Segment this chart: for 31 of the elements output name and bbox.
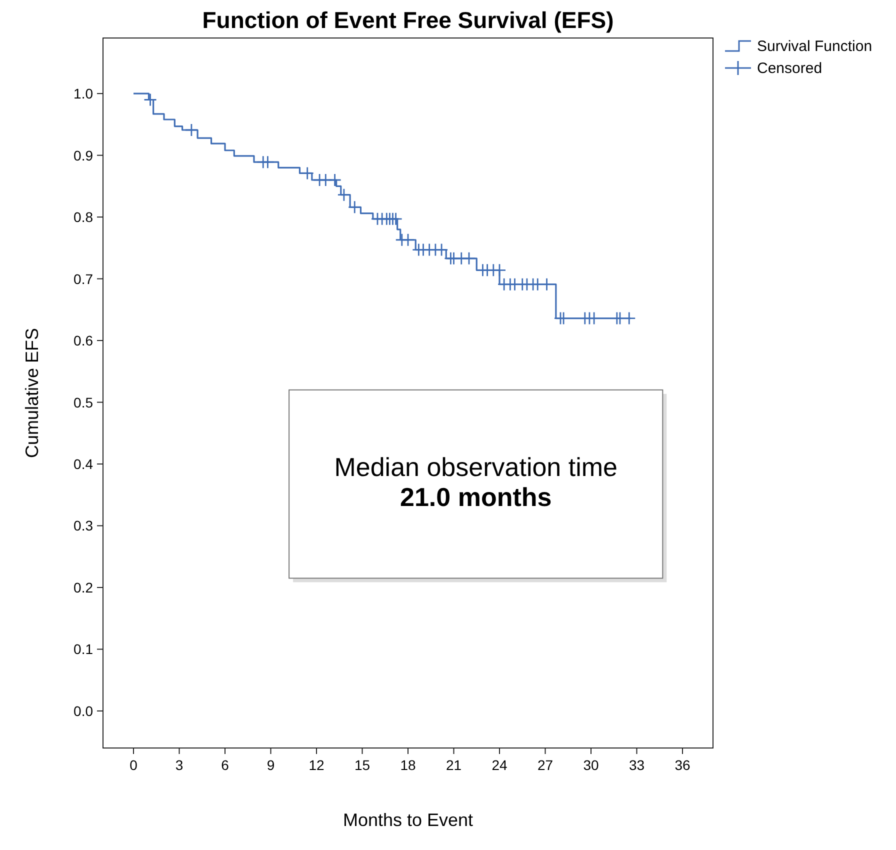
legend-label: Censored [757,60,822,77]
x-tick-label: 30 [583,757,599,773]
x-tick-label: 12 [308,757,324,773]
x-tick-label: 3 [175,757,184,773]
x-tick-label: 18 [400,757,416,773]
x-axis-title: Months to Event [342,810,474,830]
legend-label: Survival Function [757,38,872,55]
y-tick-label: 0.9 [74,147,94,164]
y-tick-label: 0.1 [74,641,94,658]
y-tick-label: 0.4 [74,456,94,472]
x-tick-label: 21 [446,757,462,773]
x-tick-label: 9 [266,757,275,773]
x-tick-label: 24 [492,757,508,773]
x-tick-label: 0 [130,757,138,773]
y-tick-label: 0.5 [74,394,94,410]
x-tick-label: 36 [674,757,690,773]
x-tick-label: 33 [628,757,645,773]
x-tick-label: 15 [354,757,370,773]
y-tick-label: 0.0 [74,702,94,719]
annotation: Median observation time [334,452,618,482]
chart-title: Function of Event Free Survival (EFS) [202,7,614,33]
x-tick-label: 27 [537,757,554,773]
y-tick-label: 0.2 [74,579,94,596]
y-tick-label: 0.6 [74,332,94,349]
annotation: 21.0 months [400,482,552,512]
y-axis-title: Cumulative EFS [22,328,42,458]
y-tick-label: 0.3 [74,518,94,534]
y-tick-label: 0.7 [74,270,94,287]
y-tick-label: 1.0 [74,86,94,102]
x-tick-label: 6 [221,757,230,773]
y-tick-label: 0.8 [74,209,94,226]
